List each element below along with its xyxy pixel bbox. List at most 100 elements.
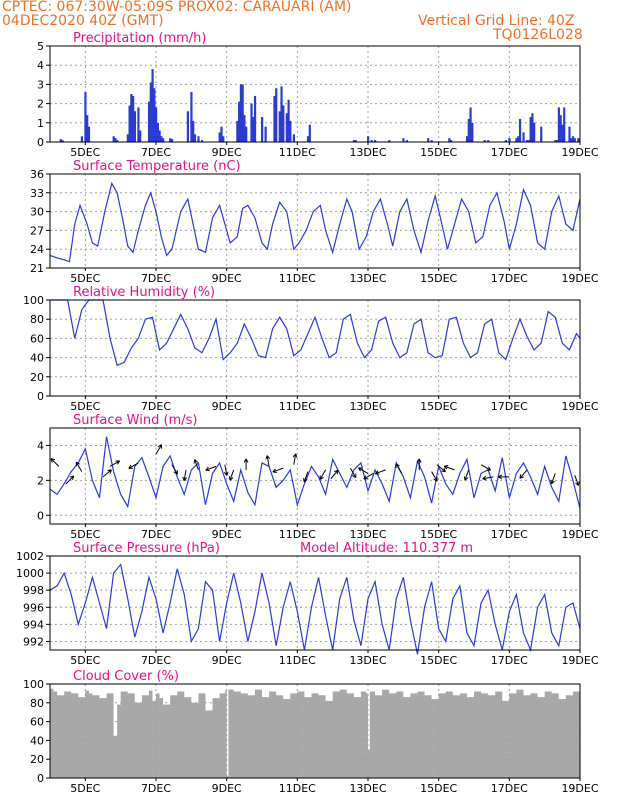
wind-xtick-label: 19DEC [561,528,598,541]
precipitation-bar [430,140,433,142]
pressure-xtick-label: 9DEC [212,654,242,667]
pressure-panel: Surface Pressure (hPa) Model Altitude: 11… [16,541,599,667]
pressure-frame [49,555,581,651]
pressure-xtick-label: 17DEC [491,654,528,667]
wind-arrow-shaft [574,474,579,486]
wind-arrow-shaft [266,455,270,467]
wind-arrow [349,467,357,479]
precipitation-bar [306,136,310,142]
wind-arrow-head [265,455,268,460]
wind-arrow [272,467,284,474]
precipitation-bar [84,92,87,142]
wind-arrow-head [226,471,229,476]
wind-arrow [50,458,60,467]
precipitation-xtick-label: 19DEC [561,146,598,159]
humidity-ytick-label: 20 [30,371,44,384]
precipitation-bar [158,130,161,142]
precipitation-bar [515,138,518,142]
precipitation-bar [87,126,91,142]
temperature-xtick-label: 9DEC [212,272,242,285]
precipitation-xtick-label: 13DEC [349,146,386,159]
precipitation-bar [533,122,536,142]
wind-arrow-head [50,458,56,461]
precipitation-ytick-label: 0 [37,136,44,149]
wind-xtick-label: 11DEC [279,528,316,541]
wind-arrow-head [352,475,357,479]
cloud-cover-xtick-label: 13DEC [349,782,386,795]
pressure-title: Surface Pressure (hPa) [73,541,220,556]
wind-xtick-label: 15DEC [420,528,457,541]
precipitation-bar [61,140,64,142]
precipitation-bar [261,117,264,142]
precipitation-bar [273,95,276,142]
wind-arrow-head [228,476,231,481]
precipitation-bar [405,140,409,142]
precipitation-bar [402,138,405,142]
wind-arrow-head [577,481,580,486]
wind-arrow [443,465,455,471]
pressure-xtick-label: 11DEC [279,654,316,667]
precipitation-bar [190,92,193,142]
wind-arrow-head [303,478,308,483]
wind-arrow-head [319,476,324,480]
temperature-frame [49,173,581,269]
temperature-ytick-label: 33 [30,187,44,200]
pressure-xtick-label: 19DEC [561,654,598,667]
humidity-xtick-label: 7DEC [141,400,171,413]
wind-arrow-head [272,468,276,473]
precipitation-bar [253,95,257,142]
precipitation-bar [222,136,225,142]
wind-arrow-head [519,476,524,479]
temperature-ytick-label: 24 [30,243,44,256]
wind-arrow-shaft [194,459,199,471]
wind-arrow-head [443,467,446,472]
wind-arrow-head [223,472,228,476]
wind-arrow-shaft [519,469,528,479]
precipitation-bar [128,105,131,142]
cloud-cover-ytick-label: 60 [30,716,44,729]
precipitation-bar [139,130,142,142]
wind-arrow [480,464,492,471]
wind-xtick-label: 7DEC [141,528,171,541]
precipitation-ytick-label: 4 [37,59,44,72]
wind-arrow [482,475,494,481]
wind-xtick-label: 5DEC [70,528,100,541]
wind-arrow [223,464,229,476]
precipitation-bar [147,101,151,142]
wind-arrow-head [395,463,400,467]
wind-arrow [574,474,580,486]
temperature-title: Surface Temperature (nC) [73,159,241,174]
wind-arrow-head [418,458,422,463]
precipitation-frame [49,45,581,143]
wind-arrow-head [374,470,379,474]
temperature-xtick-label: 19DEC [561,272,598,285]
wind-arrow-head [272,471,277,474]
cloud-cover-xtick-label: 15DEC [420,782,457,795]
humidity-xtick-label: 15DEC [420,400,457,413]
wind-arrow-head [358,467,361,472]
wind-arrow-head [266,455,271,460]
wind-arrow-head [498,474,503,478]
temperature-ytick-label: 21 [30,262,44,275]
precipitation-bar [275,88,278,142]
precipitation-bar [220,126,223,142]
humidity-xtick-label: 19DEC [561,400,598,413]
wind-xtick-label: 9DEC [212,528,242,541]
wind-arrow [374,469,386,475]
wind-line [49,436,581,509]
precipitation-bar [388,140,391,142]
cloud-cover-ytick-label: 80 [30,697,44,710]
precipitation-bar [86,115,89,142]
cloud-cover-ytick-label: 40 [30,734,44,747]
wind-arrow-head [117,460,121,465]
wind-arrow [182,469,188,482]
precipitation-bar [153,88,156,142]
wind-arrow-shaft [50,458,60,467]
wind-arrow [550,473,556,485]
precipitation-bar [529,117,532,142]
precipitation-ytick-label: 3 [37,78,44,91]
precipitation-bar [160,136,163,142]
wind-arrow-head [443,465,448,470]
precipitation-bar [126,134,129,142]
wind-arrow [243,458,249,470]
